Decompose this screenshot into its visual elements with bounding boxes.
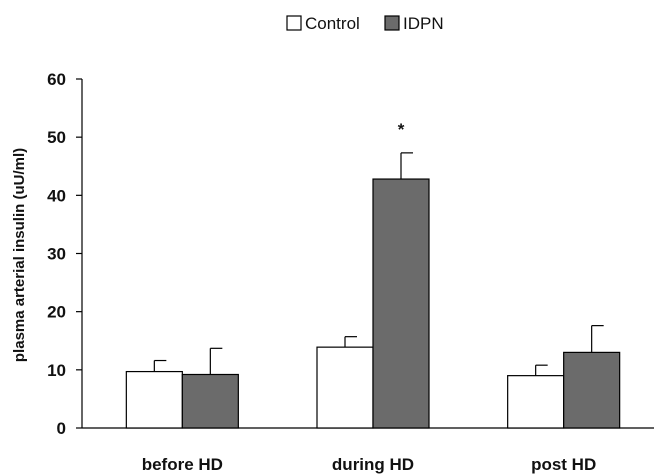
- legend-swatch-idpn: [384, 15, 400, 31]
- bar-control-2: [507, 375, 565, 429]
- y-tick-label: 20: [47, 303, 66, 322]
- bars: *: [125, 120, 621, 429]
- legend-label-control: Control: [305, 14, 360, 33]
- legend-label-idpn: IDPN: [403, 14, 444, 33]
- y-tick-label: 0: [57, 419, 66, 438]
- legend-swatch-control: [286, 15, 302, 31]
- y-tick-label: 10: [47, 361, 66, 380]
- y-tick-label: 60: [47, 70, 66, 89]
- y-tick-label: 50: [47, 128, 66, 147]
- bar-idpn-0: [181, 373, 239, 429]
- bar-control-1: [316, 346, 374, 429]
- y-axis-title: plasma arterial insulin (uU/ml): [11, 148, 28, 362]
- x-category-label: post HD: [531, 455, 596, 474]
- y-axis-ticks: 0 10 20 30 40 50 60: [47, 70, 82, 438]
- significance-marker: *: [398, 120, 405, 139]
- y-tick-label: 30: [47, 245, 66, 264]
- x-category-label: before HD: [142, 455, 223, 474]
- x-category-label: during HD: [332, 455, 414, 474]
- x-axis-labels: before HD during HD post HD: [142, 455, 597, 474]
- bar-control-0: [125, 370, 183, 429]
- legend: Control IDPN: [286, 14, 444, 33]
- bar-idpn-1: [372, 178, 430, 429]
- bar-idpn-2: [563, 351, 621, 429]
- y-tick-label: 40: [47, 186, 66, 205]
